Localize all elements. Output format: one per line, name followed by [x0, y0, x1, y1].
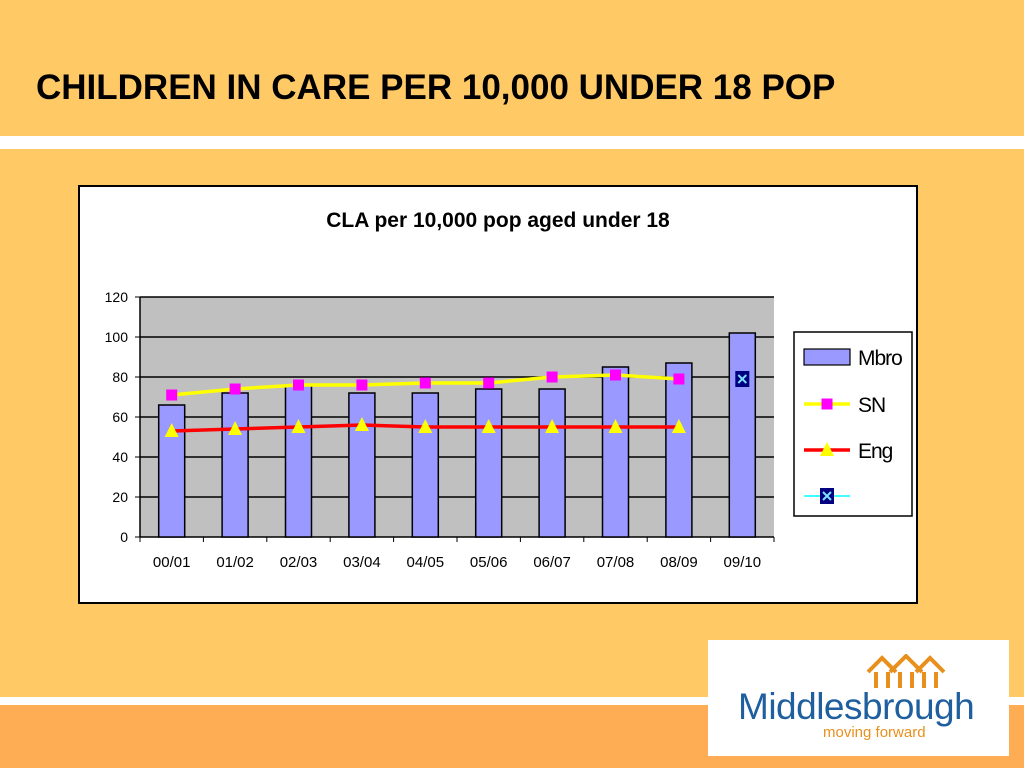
point-sn	[483, 377, 495, 389]
y-tick-label: 40	[112, 449, 128, 465]
bar-mbro	[348, 392, 376, 538]
point-sn	[293, 379, 304, 391]
logo-tagline: moving forward	[823, 724, 926, 741]
y-tick-label: 120	[105, 289, 129, 305]
houses-icon	[866, 654, 946, 688]
point-series-4	[735, 371, 750, 387]
point-eng	[545, 419, 560, 433]
y-tick-label: 80	[112, 369, 128, 385]
point-eng	[228, 421, 243, 435]
point-eng	[608, 419, 623, 433]
bar-mbro	[601, 366, 630, 538]
point-eng	[354, 417, 369, 431]
y-tick-label: 20	[112, 489, 128, 505]
y-tick-label: 100	[105, 329, 129, 345]
x-tick-label: 07/08	[597, 554, 635, 571]
point-sn	[166, 389, 178, 401]
footer-divider	[0, 697, 1024, 705]
legend-swatch-mbro	[803, 348, 851, 366]
legend-label: SN	[858, 394, 885, 417]
chart-title: CLA per 10,000 pop aged under 18	[326, 209, 670, 232]
point-eng	[671, 419, 686, 433]
bar-mbro	[284, 384, 313, 538]
point-sn	[229, 383, 241, 395]
x-tick-label: 00/01	[153, 554, 191, 571]
chart-container: CLA per 10,000 pop aged under 18 0 20 40 60 8…	[78, 185, 918, 604]
x-tick-label: 01/02	[216, 554, 254, 571]
point-eng	[481, 419, 496, 433]
x-marker-stroke	[737, 374, 748, 384]
slide-title: CHILDREN IN CARE PER 10,000 UNDER 18 POP	[36, 68, 836, 107]
x-tick-label: 08/09	[660, 554, 698, 571]
x-tick-label: 04/05	[407, 554, 445, 571]
point-eng	[291, 419, 306, 433]
bar-mbro	[665, 362, 693, 538]
legend-label: Mbro	[858, 347, 902, 370]
x-tick-label: 09/10	[724, 554, 762, 571]
chart-svg: CLA per 10,000 pop aged under 18 0 20 40 60 8…	[105, 209, 913, 571]
bar-mbro	[411, 392, 440, 538]
header-band	[0, 0, 1024, 134]
bar-mbro	[728, 332, 757, 538]
bar-mbro	[474, 388, 503, 538]
x-marker-stroke	[822, 491, 832, 501]
point-sn	[546, 371, 558, 383]
point-sn	[419, 377, 431, 389]
x-tick-label: 05/06	[470, 554, 508, 571]
legend-marker-series-4	[820, 488, 834, 504]
legend-marker-sn	[821, 398, 833, 410]
x-tick-label: 06/07	[533, 554, 571, 571]
bar-mbro	[221, 392, 249, 538]
logo-wordmark: Middlesbrough	[738, 686, 975, 727]
middlesbrough-logo: Middlesbrough moving forward	[708, 640, 1009, 756]
point-sn	[673, 373, 685, 385]
point-eng	[164, 423, 179, 437]
legend-marker-eng	[820, 442, 834, 456]
legend-label: Eng	[858, 440, 893, 463]
bar-mbro	[538, 388, 566, 538]
point-eng	[418, 419, 433, 433]
y-tick-label: 60	[112, 409, 128, 425]
y-tick-label: 0	[120, 529, 128, 545]
x-tick-label: 02/03	[280, 554, 318, 571]
x-tick-label: 03/04	[343, 554, 381, 571]
point-sn	[356, 379, 368, 391]
point-sn	[610, 369, 621, 381]
header-divider	[0, 136, 1024, 149]
